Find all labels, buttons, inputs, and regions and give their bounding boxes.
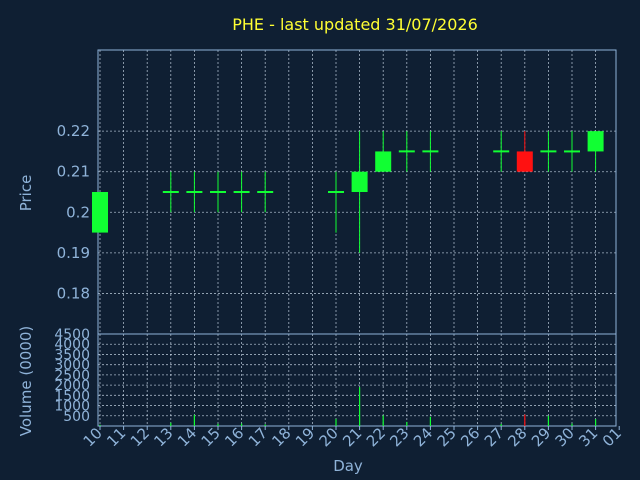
x-tick-label: 11	[103, 424, 129, 450]
x-tick-label: 19	[292, 424, 318, 450]
volume-tick-label: 1500	[54, 388, 90, 404]
x-tick-label: 23	[386, 424, 412, 450]
x-tick-label: 20	[316, 424, 342, 450]
volume-tick-label: 2000	[54, 378, 90, 394]
price-tick-label: 0.21	[57, 163, 90, 181]
x-tick-label: 27	[481, 424, 507, 450]
x-tick-label: 21	[339, 424, 365, 450]
candle-body	[516, 151, 533, 172]
volume-tick-label: 2500	[54, 368, 90, 384]
x-tick-label: 16	[221, 424, 247, 450]
x-tick-label: 14	[174, 424, 200, 450]
x-tick-label: 22	[363, 424, 389, 450]
x-tick-label: 13	[150, 424, 176, 450]
x-tick-label: 30	[552, 424, 578, 450]
volume-panel-frame	[97, 333, 617, 427]
x-tick-label: 26	[457, 424, 483, 450]
price-axis-title: Price	[17, 175, 35, 212]
x-tick-label: 31	[575, 424, 601, 450]
x-tick-label: 18	[268, 424, 294, 450]
volume-tick-label: 4000	[54, 337, 90, 353]
volume-tick-label: 500	[63, 409, 90, 425]
x-tick-label: 17	[245, 424, 271, 450]
x-tick-label: 24	[410, 424, 436, 450]
x-tick-label: 01	[599, 424, 625, 450]
x-tick-label: 12	[127, 424, 153, 450]
price-tick-label: 0.2	[66, 203, 90, 221]
price-tick-label: 0.19	[57, 244, 90, 262]
x-tick-label: 28	[504, 424, 530, 450]
candle-body	[375, 151, 392, 172]
volume-tick-label: 1000	[54, 399, 90, 415]
x-tick-label: 15	[198, 424, 224, 450]
candle-body	[351, 171, 368, 192]
volume-tick-label: 3500	[54, 347, 90, 363]
price-tick-label: 0.22	[57, 122, 90, 140]
x-axis-title: Day	[333, 457, 363, 475]
x-tick-label: 25	[434, 424, 460, 450]
chart-title: PHE - last updated 31/07/2026	[232, 15, 478, 34]
price-tick-label: 0.18	[57, 284, 90, 302]
volume-tick-label: 4500	[54, 327, 90, 343]
candle-body	[587, 131, 604, 152]
volume-tick-label: 3000	[54, 358, 90, 374]
x-tick-label: 29	[528, 424, 554, 450]
candle-body	[92, 192, 108, 233]
volume-axis-title: Volume (0000)	[17, 326, 35, 436]
x-tick-label: 10	[80, 424, 106, 450]
